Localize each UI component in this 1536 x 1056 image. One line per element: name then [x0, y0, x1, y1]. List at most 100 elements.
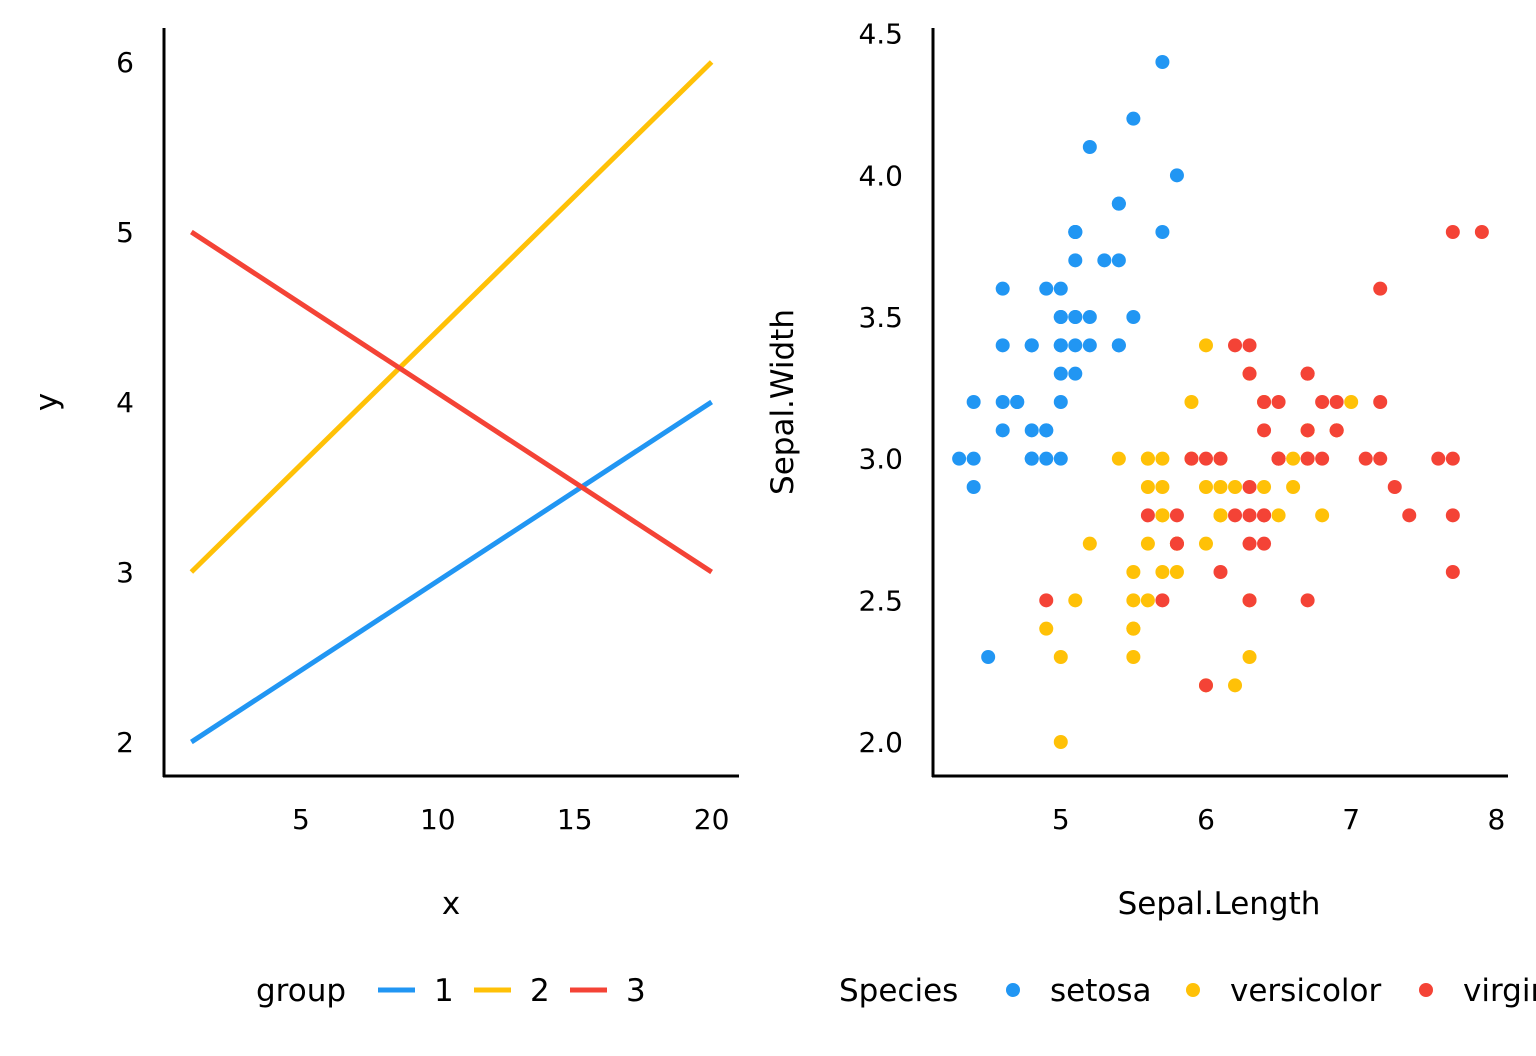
scatter-point-setosa: [1111, 196, 1126, 211]
scatter-point-virginica: [1271, 395, 1286, 409]
scatter-point-virginica: [1402, 508, 1417, 523]
scatter-point-virginica: [1300, 423, 1315, 438]
scatter-x-tick-label: 7: [1342, 803, 1360, 836]
line-series-2: [189, 60, 714, 574]
scatter-chart-legend: Species setosa versicolor virginica: [839, 973, 1536, 1009]
scatter-point-virginica: [1169, 536, 1184, 551]
line-y-tick-label: 5: [116, 216, 134, 249]
scatter-point-versicolor: [1140, 593, 1155, 608]
scatter-point-setosa: [1053, 395, 1068, 409]
scatter-point-setosa: [1053, 366, 1068, 381]
scatter-point-virginica: [1373, 281, 1388, 296]
scatter-point-setosa: [1053, 338, 1068, 353]
scatter-point-virginica: [1242, 366, 1257, 381]
scatter-point-versicolor: [1344, 395, 1359, 409]
scatter-point-versicolor: [1126, 593, 1141, 608]
scatter-point-virginica: [1315, 451, 1330, 466]
scatter-legend-key-virginica: [1419, 983, 1433, 997]
line-legend-label-1: 1: [434, 973, 454, 1009]
scatter-point-virginica: [1213, 451, 1228, 466]
scatter-point-virginica: [1358, 451, 1373, 466]
scatter-point-versicolor: [1053, 650, 1068, 664]
scatter-point-virginica: [1387, 480, 1402, 494]
scatter-point-versicolor: [1169, 565, 1184, 579]
scatter-point-virginica: [1140, 508, 1155, 523]
scatter-point-versicolor: [1198, 536, 1213, 551]
line-y-tick-label: 6: [116, 46, 134, 79]
scatter-point-setosa: [1024, 338, 1039, 353]
scatter-point-setosa: [1082, 310, 1097, 324]
scatter-point-virginica: [1300, 593, 1315, 608]
scatter-point-virginica: [1257, 536, 1272, 551]
line-y-tick-label: 2: [116, 726, 134, 759]
scatter-point-virginica: [1445, 225, 1460, 239]
scatter-y-tick-label: 3.5: [858, 301, 903, 334]
scatter-point-setosa: [981, 650, 996, 664]
scatter-point-setosa: [1155, 225, 1170, 239]
scatter-legend-title: Species: [839, 973, 958, 1009]
scatter-point-virginica: [1242, 480, 1257, 494]
scatter-y-tick-label: 4.5: [858, 18, 903, 51]
scatter-point-virginica: [1184, 451, 1199, 466]
line-series-3: [190, 229, 713, 575]
scatter-legend-label-versicolor: versicolor: [1230, 973, 1382, 1009]
scatter-point-versicolor: [1039, 621, 1054, 636]
scatter-y-tick-label: 4.0: [858, 159, 903, 192]
scatter-legend-key-setosa: [1006, 983, 1020, 997]
scatter-point-setosa: [1068, 253, 1083, 268]
scatter-point-setosa: [1082, 338, 1097, 353]
scatter-point-versicolor: [1286, 451, 1301, 466]
scatter-point-setosa: [1024, 451, 1039, 466]
scatter-point-setosa: [1068, 310, 1083, 324]
scatter-point-setosa: [966, 451, 981, 466]
scatter-point-versicolor: [1140, 480, 1155, 494]
scatter-point-setosa: [1169, 168, 1184, 183]
scatter-point-virginica: [1228, 338, 1243, 353]
scatter-point-virginica: [1257, 508, 1272, 523]
scatter-point-virginica: [1300, 366, 1315, 381]
scatter-point-setosa: [1039, 423, 1054, 438]
scatter-point-virginica: [1315, 395, 1330, 409]
scatter-point-versicolor: [1228, 480, 1243, 494]
scatter-point-setosa: [1111, 253, 1126, 268]
scatter-point-setosa: [1126, 310, 1141, 324]
scatter-legend-key-versicolor: [1186, 983, 1200, 997]
scatter-point-versicolor: [1111, 451, 1126, 466]
scatter-point-versicolor: [1213, 508, 1228, 523]
line-chart-panel: 2 3 4 5 6 5 10 15 20 x y group 1 2 3: [29, 28, 739, 1009]
scatter-point-virginica: [1373, 395, 1388, 409]
scatter-point-versicolor: [1198, 480, 1213, 494]
scatter-point-virginica: [1213, 565, 1228, 579]
line-series-1: [190, 399, 713, 745]
scatter-point-virginica: [1474, 225, 1489, 239]
scatter-point-versicolor: [1140, 451, 1155, 466]
scatter-point-setosa: [995, 281, 1010, 296]
line-chart-legend: group 1 2 3: [256, 973, 646, 1009]
scatter-point-virginica: [1242, 593, 1257, 608]
scatter-point-virginica: [1445, 565, 1460, 579]
line-legend-label-2: 2: [530, 973, 550, 1009]
scatter-point-virginica: [1271, 451, 1286, 466]
scatter-point-virginica: [1242, 536, 1257, 551]
scatter-point-setosa: [966, 480, 981, 494]
scatter-point-versicolor: [1198, 338, 1213, 353]
scatter-point-setosa: [1053, 310, 1068, 324]
line-y-tick-label: 3: [116, 556, 134, 589]
scatter-point-virginica: [1300, 451, 1315, 466]
scatter-point-virginica: [1198, 678, 1213, 693]
scatter-point-versicolor: [1213, 480, 1228, 494]
scatter-point-virginica: [1242, 508, 1257, 523]
scatter-point-virginica: [1431, 451, 1446, 466]
scatter-point-setosa: [952, 451, 967, 466]
scatter-point-versicolor: [1257, 480, 1272, 494]
scatter-legend-label-virginica: virginica: [1463, 973, 1536, 1009]
scatter-point-setosa: [1010, 395, 1025, 409]
scatter-y-tick-label: 2.5: [858, 584, 903, 617]
scatter-point-versicolor: [1140, 536, 1155, 551]
scatter-point-versicolor: [1126, 621, 1141, 636]
line-legend-label-3: 3: [626, 973, 646, 1009]
scatter-point-virginica: [1228, 508, 1243, 523]
scatter-point-versicolor: [1184, 395, 1199, 409]
scatter-x-tick-label: 8: [1487, 803, 1505, 836]
scatter-point-versicolor: [1155, 508, 1170, 523]
